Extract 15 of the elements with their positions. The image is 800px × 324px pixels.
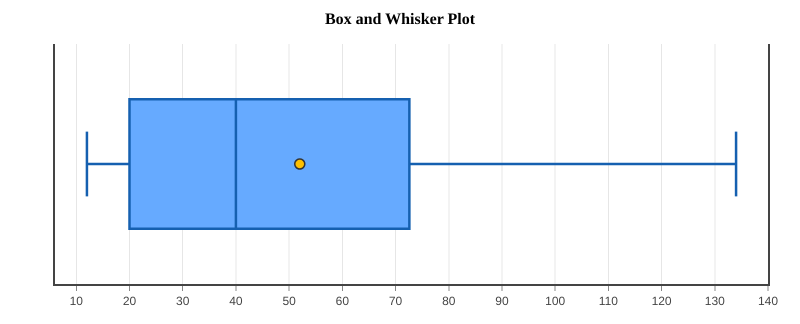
x-tick-label: 30 — [176, 294, 190, 308]
x-tick-label: 40 — [229, 294, 243, 308]
x-tick-label: 100 — [545, 294, 566, 308]
chart-title: Box and Whisker Plot — [324, 11, 476, 28]
x-tick-label: 110 — [598, 294, 618, 308]
x-tick-label: 50 — [282, 294, 296, 308]
x-tick-label: 120 — [652, 294, 672, 308]
x-tick-label: 140 — [758, 294, 778, 308]
x-tick-label: 20 — [122, 294, 136, 308]
x-tick-label: 60 — [336, 294, 350, 308]
x-tick-label: 80 — [442, 294, 456, 308]
x-tick-label: 70 — [388, 294, 403, 308]
x-tick-label: 10 — [70, 294, 84, 308]
x-tick-label: 130 — [704, 294, 726, 308]
x-tick-label: 90 — [495, 294, 509, 308]
